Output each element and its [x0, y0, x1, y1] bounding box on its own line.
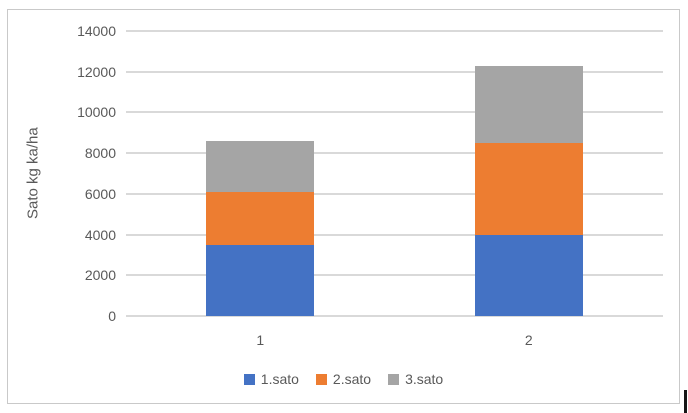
legend-swatch-icon — [315, 373, 327, 385]
legend-item-3.sato[interactable]: 3.sato — [388, 371, 443, 387]
y-tick-labels: 0 2000 4000 6000 8000 10000 12000 14000 — [8, 23, 116, 324]
y-tick-label: 6000 — [84, 185, 116, 202]
bar-stack — [206, 140, 315, 316]
bar-segment-2.sato[interactable] — [474, 142, 583, 235]
y-tick-label: 10000 — [77, 104, 116, 121]
x-axis-line — [126, 315, 663, 317]
y-tick-label: 12000 — [77, 63, 116, 80]
x-tick-label: 2 — [524, 332, 533, 348]
gridline — [126, 111, 663, 114]
y-tick-label: 8000 — [84, 145, 116, 162]
text-cursor — [684, 390, 687, 413]
legend-label: 1.sato — [260, 371, 299, 387]
plot-area — [126, 30, 663, 317]
legend-swatch-icon — [243, 373, 255, 385]
bar-segment-1.sato[interactable] — [206, 244, 315, 316]
gridline — [126, 233, 663, 236]
x-tick-label: 1 — [256, 332, 265, 348]
legend-item-1.sato[interactable]: 1.sato — [243, 371, 299, 387]
gridline — [126, 192, 663, 195]
y-tick-label: 4000 — [84, 226, 116, 243]
bar-segment-3.sato[interactable] — [206, 140, 315, 192]
legend-item-2.sato[interactable]: 2.sato — [315, 371, 372, 387]
y-tick-label: 0 — [108, 308, 116, 324]
bar-segment-1.sato[interactable] — [474, 234, 583, 316]
gridline — [126, 152, 663, 155]
bar-segment-3.sato[interactable] — [474, 65, 583, 143]
bar-segment-2.sato[interactable] — [206, 191, 315, 245]
y-tick-label: 2000 — [84, 267, 116, 284]
gridline — [126, 274, 663, 277]
y-tick-label: 14000 — [77, 23, 116, 39]
legend-label: 2.sato — [332, 371, 372, 387]
legend-swatch-icon — [388, 373, 400, 385]
legend-label: 3.sato — [405, 371, 444, 387]
gridline — [126, 30, 663, 32]
legend: 1.sato 2.sato 3.sato — [8, 371, 679, 387]
bars — [126, 31, 663, 316]
gridline — [126, 70, 663, 73]
bar-stack — [474, 65, 583, 316]
chart-frame: Sato kg ka/ha 0 2000 4000 6000 8000 10000 1200… — [7, 9, 680, 404]
